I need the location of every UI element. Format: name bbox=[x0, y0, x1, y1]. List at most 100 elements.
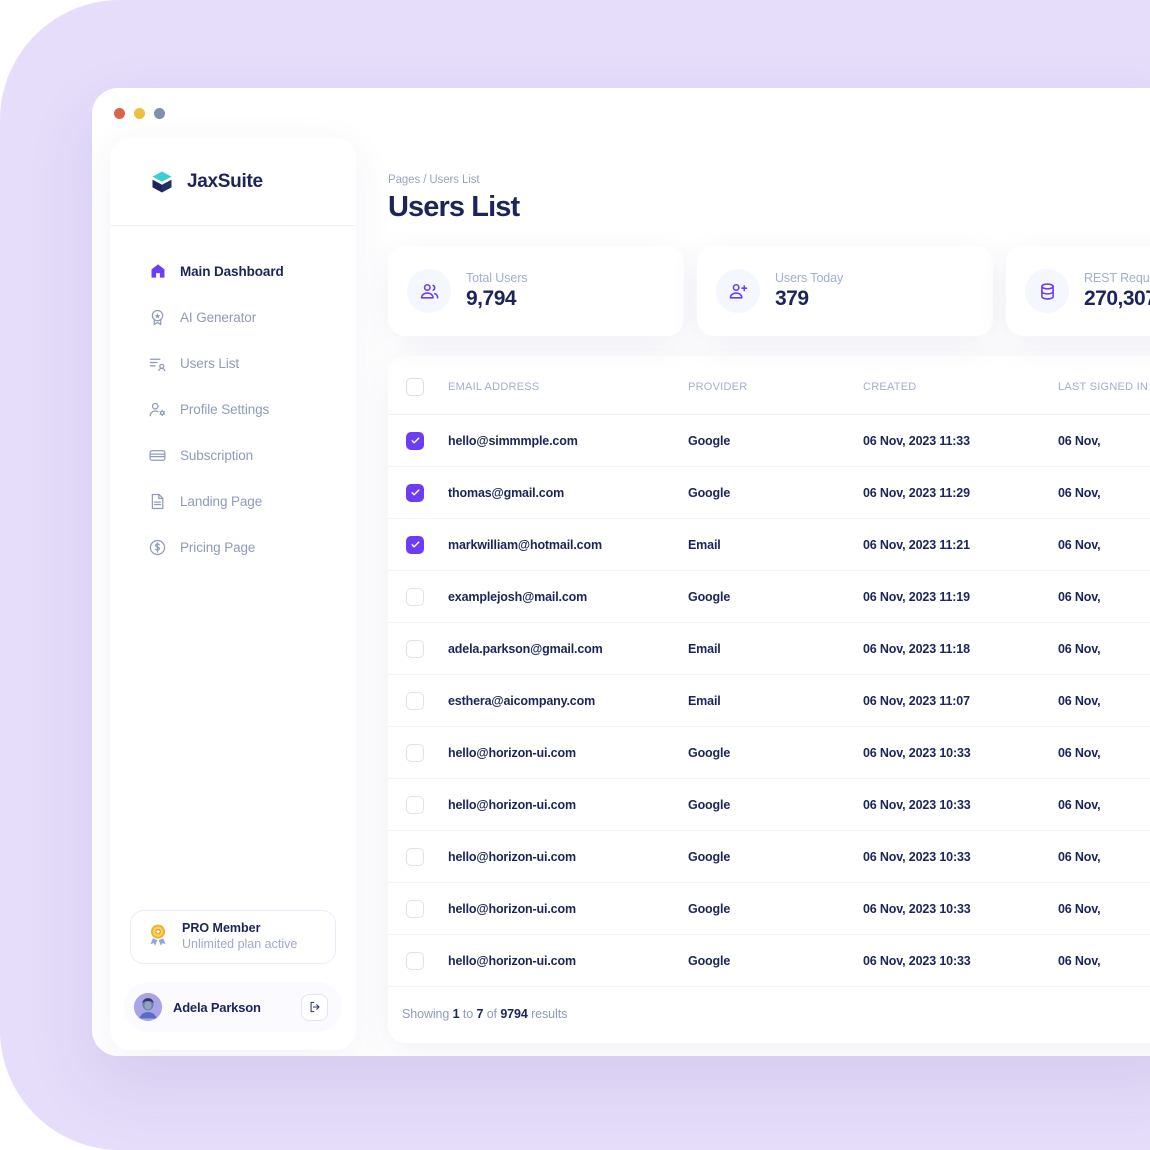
stat-card-text: Total Users 9,794 bbox=[466, 271, 528, 311]
row-checkbox[interactable] bbox=[406, 743, 424, 762]
stat-label: REST Requests bbox=[1084, 271, 1150, 285]
pro-member-title: PRO Member bbox=[182, 921, 261, 936]
sidebar-item-users-list[interactable]: Users List bbox=[110, 340, 356, 386]
cell-email: hello@horizon-ui.com bbox=[448, 934, 688, 987]
cell-provider: Google bbox=[688, 778, 863, 831]
stat-cards: Total Users 9,794 Users Today 379 bbox=[388, 246, 1150, 336]
cell-last-signed-in: 06 Nov, bbox=[1058, 466, 1150, 519]
pro-member-subtitle: Unlimited plan active bbox=[182, 937, 298, 951]
table-row[interactable]: hello@horizon-ui.com Google 06 Nov, 2023 1… bbox=[388, 934, 1150, 987]
stat-label: Users Today bbox=[775, 271, 844, 285]
row-select-cell bbox=[388, 778, 448, 831]
column-header-email[interactable]: EMAIL ADDRESS bbox=[448, 356, 688, 415]
brand-name: JaxSuite bbox=[187, 170, 263, 192]
sidebar-item-landing-page[interactable]: Landing Page bbox=[110, 478, 356, 524]
row-select-cell bbox=[388, 622, 448, 675]
stat-value: 9,794 bbox=[466, 287, 517, 310]
close-window-dot[interactable] bbox=[114, 107, 125, 119]
row-select-cell bbox=[388, 934, 448, 987]
cell-created: 06 Nov, 2023 10:33 bbox=[863, 934, 1058, 987]
dollar-circle-icon bbox=[148, 538, 167, 557]
users-table: EMAIL ADDRESS PROVIDER CREATED LAST SIGN… bbox=[388, 356, 1150, 987]
row-checkbox[interactable] bbox=[406, 951, 424, 970]
table-header-row: EMAIL ADDRESS PROVIDER CREATED LAST SIGN… bbox=[388, 356, 1150, 415]
table-row[interactable]: adela.parkson@gmail.com Email 06 Nov, 2023… bbox=[388, 622, 1150, 675]
cell-provider: Google bbox=[688, 570, 863, 623]
cell-created: 06 Nov, 2023 11:18 bbox=[863, 622, 1058, 675]
table-row[interactable]: hello@horizon-ui.com Google 06 Nov, 2023 1… bbox=[388, 726, 1150, 779]
stat-card-rest-requests: REST Requests 270,307 bbox=[1006, 246, 1150, 336]
column-header-provider[interactable]: PROVIDER bbox=[688, 356, 863, 415]
row-checkbox[interactable] bbox=[406, 847, 424, 866]
footer-from: 1 bbox=[452, 1007, 460, 1021]
table-row[interactable]: esthera@aicompany.com Email 06 Nov, 2023 1… bbox=[388, 674, 1150, 727]
cell-provider: Google bbox=[688, 934, 863, 987]
cell-created: 06 Nov, 2023 11:29 bbox=[863, 466, 1058, 519]
brand: JaxSuite bbox=[110, 138, 356, 226]
sidebar-item-label: Landing Page bbox=[180, 493, 263, 509]
sidebar-item-profile-settings[interactable]: Profile Settings bbox=[110, 386, 356, 432]
logout-button[interactable] bbox=[301, 993, 328, 1021]
cell-last-signed-in: 06 Nov, bbox=[1058, 882, 1150, 935]
table-row[interactable]: thomas@gmail.com Google 06 Nov, 2023 11:29… bbox=[388, 466, 1150, 519]
row-checkbox[interactable] bbox=[406, 535, 424, 554]
row-checkbox[interactable] bbox=[406, 691, 424, 710]
breadcrumb: Pages / Users List bbox=[388, 174, 480, 186]
table-row[interactable]: hello@simmmple.com Google 06 Nov, 2023 11:… bbox=[388, 414, 1150, 467]
row-checkbox[interactable] bbox=[406, 431, 424, 450]
column-header-last-signed-in[interactable]: LAST SIGNED IN bbox=[1058, 356, 1150, 415]
table-row[interactable]: hello@horizon-ui.com Google 06 Nov, 2023 1… bbox=[388, 778, 1150, 831]
row-select-cell bbox=[388, 726, 448, 779]
user-settings-icon bbox=[148, 400, 167, 419]
home-icon bbox=[148, 262, 167, 281]
cell-created: 06 Nov, 2023 10:33 bbox=[863, 778, 1058, 831]
stat-card-text: Users Today 379 bbox=[775, 271, 843, 311]
table-row[interactable]: markwilliam@hotmail.com Email 06 Nov, 2023… bbox=[388, 518, 1150, 571]
stat-value: 379 bbox=[775, 287, 809, 310]
cell-last-signed-in: 06 Nov, bbox=[1058, 518, 1150, 571]
cell-email: hello@horizon-ui.com bbox=[448, 830, 688, 883]
cell-last-signed-in: 06 Nov, bbox=[1058, 778, 1150, 831]
row-checkbox[interactable] bbox=[406, 795, 424, 814]
table-row[interactable]: hello@horizon-ui.com Google 06 Nov, 2023 1… bbox=[388, 830, 1150, 883]
stat-card-users-today: Users Today 379 bbox=[697, 246, 993, 336]
database-icon bbox=[1025, 269, 1069, 313]
sidebar-item-ai-generator[interactable]: AI Generator bbox=[110, 294, 356, 340]
users-group-icon bbox=[407, 269, 451, 313]
select-all-checkbox[interactable] bbox=[406, 378, 424, 396]
footer-to: 7 bbox=[476, 1007, 484, 1021]
table-row[interactable]: examplejosh@mail.com Google 06 Nov, 2023 1… bbox=[388, 570, 1150, 623]
users-table-card: EMAIL ADDRESS PROVIDER CREATED LAST SIGN… bbox=[388, 356, 1150, 1043]
cell-last-signed-in: 06 Nov, bbox=[1058, 830, 1150, 883]
cell-created: 06 Nov, 2023 11:33 bbox=[863, 414, 1058, 467]
row-checkbox[interactable] bbox=[406, 639, 424, 658]
column-header-created[interactable]: CREATED bbox=[863, 356, 1058, 415]
maximize-window-dot[interactable] bbox=[154, 107, 165, 119]
row-select-cell bbox=[388, 882, 448, 935]
row-checkbox[interactable] bbox=[406, 483, 424, 502]
cell-email: examplejosh@mail.com bbox=[448, 570, 688, 623]
sidebar-spacer bbox=[110, 570, 356, 910]
footer-mid2: of bbox=[483, 1007, 501, 1021]
cell-email: hello@horizon-ui.com bbox=[448, 882, 688, 935]
minimize-window-dot[interactable] bbox=[134, 107, 145, 119]
cell-created: 06 Nov, 2023 11:21 bbox=[863, 518, 1058, 571]
cell-created: 06 Nov, 2023 10:33 bbox=[863, 882, 1058, 935]
avatar bbox=[134, 993, 162, 1021]
user-plus-icon bbox=[716, 269, 760, 313]
row-checkbox[interactable] bbox=[406, 587, 424, 606]
cell-created: 06 Nov, 2023 10:33 bbox=[863, 830, 1058, 883]
table-head: EMAIL ADDRESS PROVIDER CREATED LAST SIGN… bbox=[388, 356, 1150, 415]
stat-value: 270,307 bbox=[1084, 287, 1150, 310]
row-checkbox[interactable] bbox=[406, 899, 424, 918]
sidebar-item-label: Profile Settings bbox=[180, 401, 270, 417]
table-row[interactable]: hello@horizon-ui.com Google 06 Nov, 2023 1… bbox=[388, 882, 1150, 935]
cell-email: hello@horizon-ui.com bbox=[448, 778, 688, 831]
select-all-cell bbox=[388, 356, 448, 415]
cell-last-signed-in: 06 Nov, bbox=[1058, 622, 1150, 675]
sidebar-item-subscription[interactable]: Subscription bbox=[110, 432, 356, 478]
pro-member-card[interactable]: PRO Member Unlimited plan active bbox=[130, 910, 336, 964]
sidebar-item-main-dashboard[interactable]: Main Dashboard bbox=[110, 248, 356, 294]
sidebar-item-pricing-page[interactable]: Pricing Page bbox=[110, 524, 356, 570]
user-profile-card[interactable]: Adela Parkson bbox=[124, 982, 342, 1032]
